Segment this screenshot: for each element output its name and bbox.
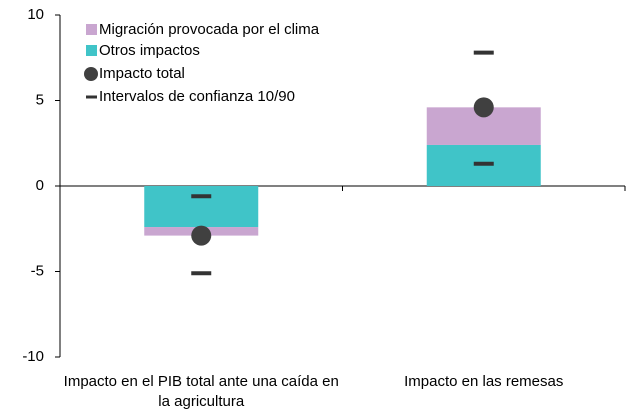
x-tick-label: Impacto en el PIB total ante una caída e… [63,373,339,410]
x-tick-label: Impacto en las remesas [404,373,564,390]
legend-swatch [86,24,97,35]
bar-segment [144,186,259,228]
legend-label: Impacto total [99,65,185,82]
total-point [191,225,212,246]
legend-label: Migración provocada por el clima [99,21,320,38]
y-tick-label: 0 [36,177,44,194]
y-tick-label: 5 [36,91,44,108]
y-tick-label: -10 [22,348,44,365]
legend-swatch [84,67,98,81]
legend-label: Otros impactos [99,42,200,59]
y-tick-label: 10 [27,6,44,23]
y-tick-label: -5 [31,262,44,279]
legend-swatch [86,45,97,56]
legend-label: Intervalos de confianza 10/90 [99,88,295,105]
total-point [473,97,494,118]
